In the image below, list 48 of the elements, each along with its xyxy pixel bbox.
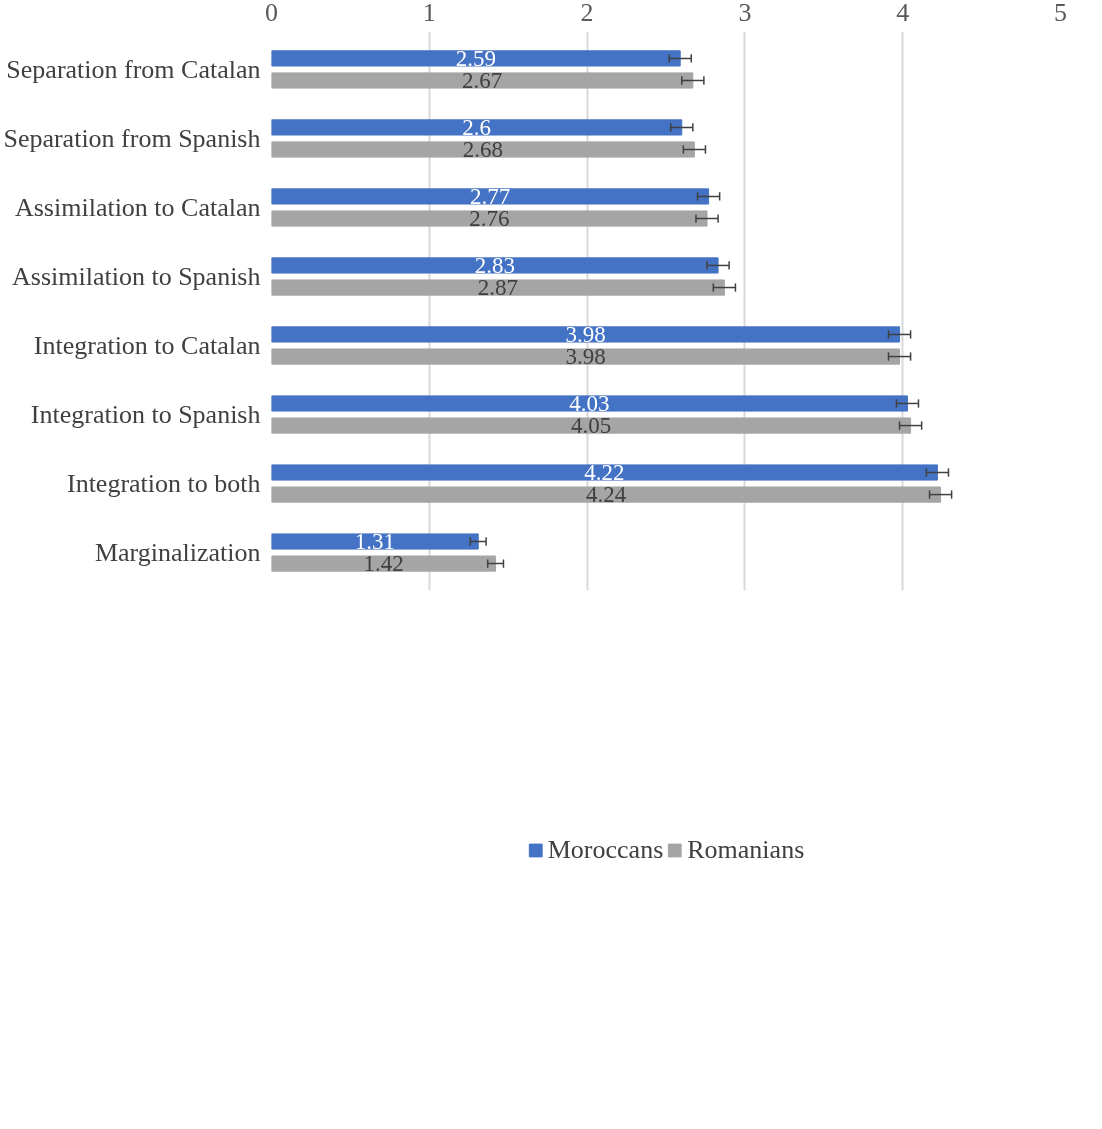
data-label: 2.59 [455,45,496,71]
data-label: 2.87 [477,275,519,301]
bar [271,486,942,503]
y-tick-label: Assimilation to Spanish [12,261,261,291]
data-label: 2.83 [474,252,515,278]
x-tick-label: 4 [896,0,910,27]
x-tick-label: 0 [265,0,278,27]
data-label: 4.05 [570,413,612,439]
bar [271,533,479,550]
data-label: 2.76 [469,206,510,232]
legend-label: Moroccans [547,835,664,865]
x-tick-label: 1 [422,0,436,27]
y-tick-label: Integration to both [66,469,261,499]
bar [271,279,725,296]
bar [271,72,694,89]
data-label: 1.42 [363,551,404,577]
data-label: 2.68 [462,137,504,163]
bar [271,417,912,434]
data-label: 2.77 [469,183,511,209]
data-label: 4.24 [585,482,627,508]
bar [271,119,683,136]
bar [271,464,938,481]
bar [271,50,681,67]
bar [271,141,695,158]
y-tick-label: Separation from Spanish [3,123,261,153]
data-label: 2.6 [462,114,492,140]
bar [271,188,710,205]
bar [271,348,901,365]
data-label: 4.22 [584,459,625,485]
data-label: 1.31 [354,529,395,554]
legend-label: Romanians [687,835,805,865]
y-tick-label: Separation from Catalan [6,54,261,84]
bar [271,326,901,343]
data-label: 4.03 [569,390,610,416]
data-label: 3.98 [565,344,606,370]
bar [271,210,708,227]
y-tick-label: Assimilation to Catalan [14,192,261,222]
x-tick-label: 5 [1054,0,1067,27]
y-tick-label: Integration to Catalan [33,331,261,361]
bar [271,395,908,412]
bar [271,555,497,572]
bar [271,257,719,274]
y-tick-label: Integration to Spanish [30,400,261,430]
x-tick-label: 3 [738,0,752,27]
data-label: 3.98 [565,321,606,347]
x-tick-label: 2 [580,0,594,27]
y-tick-label: Marginalization [94,538,261,568]
data-label: 2.67 [462,68,503,93]
